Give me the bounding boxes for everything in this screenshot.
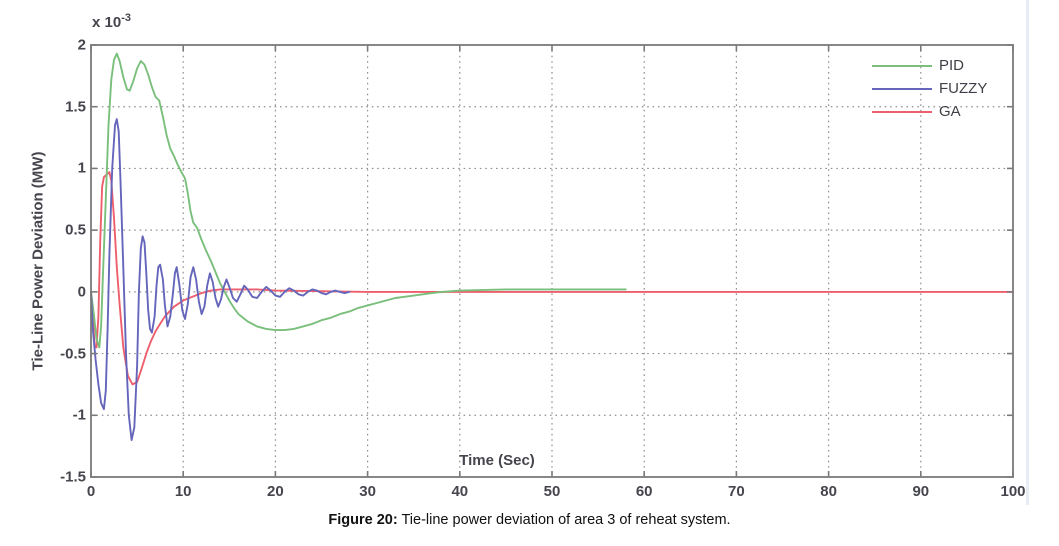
y-axis-title: Tie-Line Power Deviation (MW) xyxy=(29,151,47,371)
y-tick-label: -1 xyxy=(72,406,86,424)
plot-canvas xyxy=(90,44,1014,478)
caption-text: Tie-line power deviation of area 3 of re… xyxy=(397,512,731,528)
y-tick-label: 0.5 xyxy=(65,221,86,239)
y-axis-scale-label: x 10-3 xyxy=(92,12,131,31)
x-tick-label: 30 xyxy=(359,483,376,500)
x-tick-label: 0 xyxy=(86,483,96,500)
scale-mantissa: x 10 xyxy=(92,14,122,31)
fuzzy-line-swatch xyxy=(872,87,932,90)
x-axis-title: Time (Sec) xyxy=(459,452,535,469)
series-line-ga xyxy=(90,171,1014,386)
pid-line-swatch xyxy=(872,64,932,67)
y-tick-label: 1.5 xyxy=(65,98,86,116)
x-tick-label: 70 xyxy=(728,483,745,500)
caption-prefix: Figure 20: xyxy=(328,512,398,528)
x-tick-label: 100 xyxy=(1000,483,1026,500)
x-tick-label: 50 xyxy=(543,483,561,500)
page-edge-artifact xyxy=(1026,0,1029,505)
y-tick-label: 2 xyxy=(77,36,86,54)
figure-caption: Figure 20: Tie-line power deviation of a… xyxy=(0,512,1059,528)
y-tick-label: -1.5 xyxy=(60,468,86,486)
legend-item-pid: PID xyxy=(872,54,987,77)
x-tick-label: 10 xyxy=(174,483,192,500)
legend-label-fuzzy: FUZZY xyxy=(939,80,988,97)
series-line-pid xyxy=(90,52,627,349)
y-tick-label: 0 xyxy=(77,283,86,301)
scale-exponent: -3 xyxy=(121,12,131,24)
legend: PID FUZZY GA xyxy=(872,54,987,123)
x-tick-label: 60 xyxy=(635,483,653,500)
legend-label-ga: GA xyxy=(939,103,961,120)
legend-label-pid: PID xyxy=(939,57,965,74)
y-tick-label: 1 xyxy=(77,159,86,177)
legend-item-fuzzy: FUZZY xyxy=(872,77,987,100)
x-tick-label: 40 xyxy=(451,483,469,500)
y-tick-label: -0.5 xyxy=(60,345,86,363)
x-tick-label: 80 xyxy=(820,483,837,500)
x-tick-label: 90 xyxy=(912,483,930,500)
x-tick-label: 20 xyxy=(267,483,284,500)
ga-line-swatch xyxy=(872,110,932,113)
legend-item-ga: GA xyxy=(872,100,987,123)
series-line-fuzzy xyxy=(90,118,351,441)
